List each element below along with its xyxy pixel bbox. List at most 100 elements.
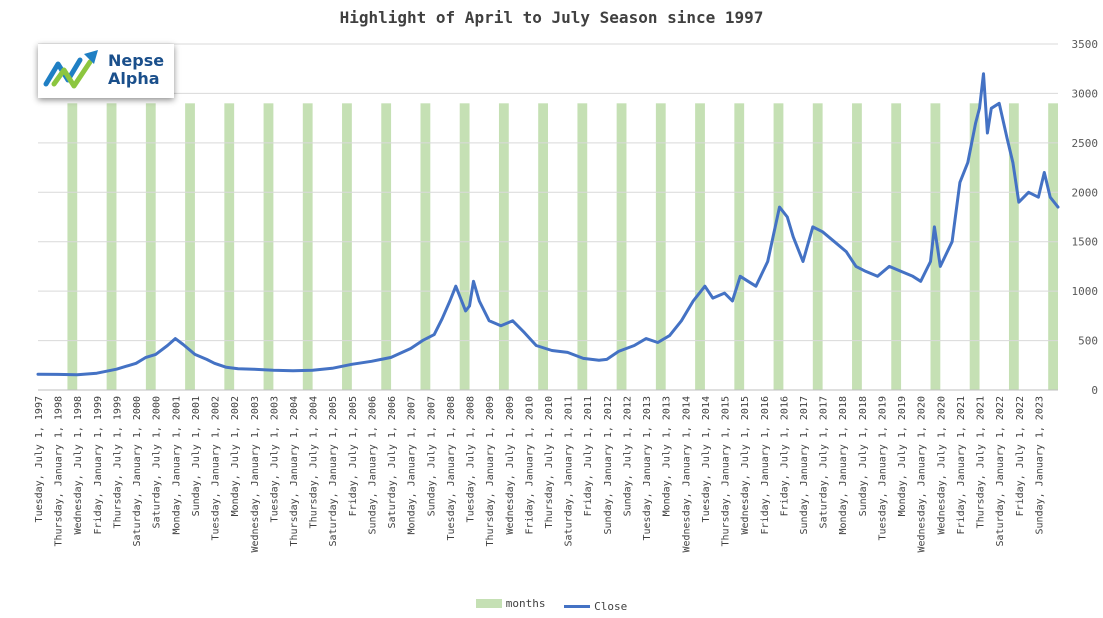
close-point-91: [1043, 171, 1046, 174]
close-point-27: [440, 317, 444, 321]
x-tick-label-17: Sunday, January 1, 2006: [367, 396, 378, 534]
close-point-56: [746, 280, 750, 283]
close-point-37: [523, 331, 526, 334]
x-tick-label-19: Monday, January 1, 2007: [407, 396, 418, 534]
close-point-78: [958, 181, 962, 184]
x-tick-label-26: Thursday, July 1, 2010: [544, 396, 555, 528]
close-point-2: [76, 373, 79, 376]
season-bar-2011: [577, 103, 588, 391]
close-point-65: [833, 240, 836, 243]
x-tick-label-21: Tuesday, January 1, 2008: [446, 396, 457, 541]
close-point-40: [566, 351, 569, 354]
x-tick-label-27: Saturday, January 1, 2011: [564, 396, 575, 547]
brand-logo: Nepse Alpha: [38, 44, 174, 98]
x-tick-label-1: Thursday, January 1, 1998: [54, 396, 65, 547]
x-tick-label-16: Friday, July 1, 2005: [348, 396, 359, 516]
close-point-51: [703, 285, 707, 288]
x-tick-label-28: Friday, July 1, 2011: [583, 396, 594, 516]
close-point-22: [370, 360, 373, 363]
legend-swatch-months: [475, 599, 502, 608]
close-point-6: [144, 356, 148, 359]
x-tick-label-48: Thursday, July 1, 2021: [976, 396, 987, 528]
close-point-39: [550, 349, 554, 352]
x-tick-label-46: Wednesday, July 1, 2020: [936, 396, 947, 534]
x-tick-label-43: Tuesday, January 1, 2019: [877, 396, 888, 541]
close-point-30: [464, 309, 467, 313]
close-point-21: [350, 363, 354, 366]
season-bar-2001: [185, 103, 195, 391]
close-point-34: [487, 319, 491, 322]
close-point-68: [864, 270, 867, 273]
season-bar-2007: [420, 103, 431, 391]
close-point-9: [174, 337, 177, 340]
season-bar-2006: [381, 103, 392, 391]
x-tick-label-51: Sunday, January 1, 2023: [1034, 396, 1045, 534]
season-bar-2000: [145, 103, 156, 391]
season-bar-2016: [773, 103, 784, 391]
close-point-48: [668, 334, 671, 337]
close-point-0: [36, 372, 40, 376]
y-tick-label-3500: 3500: [1072, 38, 1099, 51]
y-tick-label-3000: 3000: [1072, 87, 1099, 100]
season-bar-2019: [891, 103, 902, 391]
close-point-17: [272, 369, 275, 372]
close-point-87: [1011, 161, 1015, 164]
close-point-55: [739, 275, 742, 278]
close-point-60: [786, 215, 789, 219]
x-tick-label-15: Saturday, January 1, 2005: [328, 396, 339, 547]
close-point-54: [731, 299, 734, 303]
season-bar-2003: [263, 103, 274, 391]
x-tick-label-22: Tuesday, July 1, 2008: [466, 396, 477, 522]
close-point-13: [213, 362, 216, 365]
close-point-26: [433, 333, 436, 336]
close-point-10: [181, 343, 185, 346]
close-point-86: [1005, 136, 1009, 140]
close-point-45: [633, 344, 636, 347]
x-tick-label-42: Sunday, July 1, 2018: [858, 396, 869, 516]
x-tick-label-4: Thursday, July 1, 1999: [112, 396, 123, 528]
season-bar-1999: [106, 103, 117, 391]
x-tick-label-36: Wednesday, July 1, 2015: [740, 396, 751, 534]
close-point-36: [511, 319, 514, 322]
close-point-23: [389, 356, 393, 359]
x-tick-label-47: Friday, January 1, 2021: [956, 396, 967, 534]
x-tick-label-0: Tuesday, July 1, 1997: [34, 396, 45, 522]
close-point-81: [978, 107, 981, 110]
x-tick-label-10: Monday, July 1, 2002: [230, 396, 241, 516]
x-tick-label-50: Friday, July 1, 2022: [1015, 396, 1026, 516]
close-point-32: [472, 280, 475, 283]
close-point-14: [225, 366, 228, 369]
x-tick-label-33: Wednesday, January 1, 2014: [681, 396, 692, 553]
season-bar-1998: [67, 103, 78, 391]
x-tick-label-30: Sunday, July 1, 2012: [622, 396, 633, 516]
x-tick-label-40: Saturday, July 1, 2017: [819, 396, 830, 528]
x-tick-label-29: Sunday, January 1, 2012: [603, 396, 614, 534]
x-tick-label-7: Monday, January 1, 2001: [171, 396, 182, 534]
close-series-points: [36, 72, 1060, 376]
close-point-72: [911, 275, 915, 278]
x-tick-label-5: Saturday, January 1, 2000: [132, 396, 143, 547]
x-tick-label-13: Thursday, January 1, 2004: [289, 396, 300, 547]
x-axis-ticks: Tuesday, July 1, 1997 Thursday, January 1…: [34, 396, 1045, 553]
season-bar-2014: [695, 103, 705, 391]
close-point-80: [974, 121, 977, 125]
close-point-49: [680, 319, 683, 322]
season-bar-2015: [734, 103, 745, 391]
close-point-1: [56, 373, 59, 376]
x-tick-label-20: Sunday, July 1, 2007: [426, 396, 437, 516]
close-point-88: [1017, 200, 1020, 204]
x-tick-label-23: Thursday, January 1, 2009: [485, 396, 496, 547]
x-tick-label-38: Friday, July 1, 2016: [779, 396, 790, 516]
x-tick-label-45: Wednesday, January 1, 2020: [917, 396, 928, 553]
chart-title: Highlight of April to July Season since …: [339, 8, 764, 27]
x-tick-label-2: Wednesday, July 1, 1998: [73, 396, 84, 534]
x-tick-label-37: Friday, January 1, 2016: [760, 396, 771, 534]
x-tick-label-3: Friday, January 1, 1999: [93, 396, 104, 534]
season-bar-2012: [616, 103, 627, 391]
close-point-5: [134, 362, 138, 365]
close-point-75: [933, 225, 936, 229]
season-bar-2023: [1048, 103, 1058, 391]
close-point-61: [791, 235, 795, 238]
logo-line-1: Nepse: [108, 51, 165, 70]
